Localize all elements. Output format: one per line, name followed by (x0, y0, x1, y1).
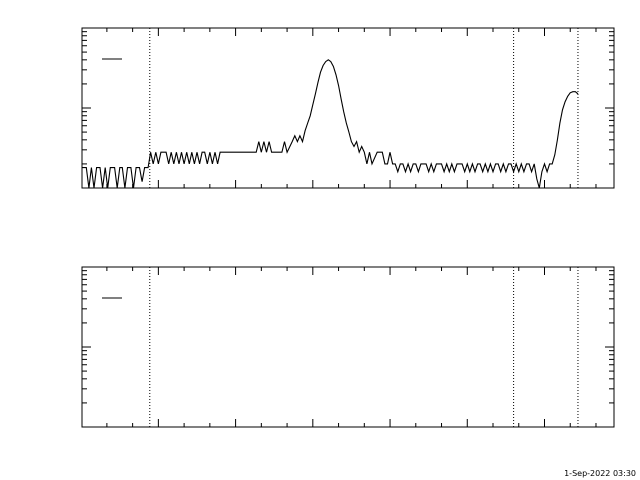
plot-timestamp: 1-Sep-2022 03:30 (564, 469, 636, 478)
hi-channel-panel (81, 266, 615, 428)
lo-channel-panel (81, 27, 615, 189)
plot-frame (81, 266, 615, 428)
series-line-lo (82, 59, 579, 188)
